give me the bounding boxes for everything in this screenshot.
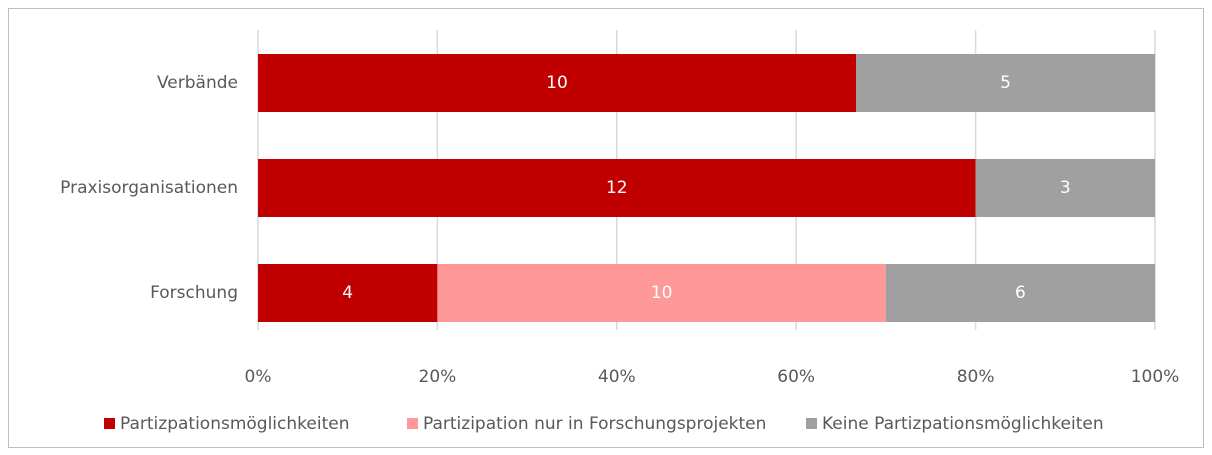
bar — [258, 264, 438, 322]
data-label: 10 — [546, 73, 568, 93]
bar — [258, 159, 976, 217]
bar — [975, 159, 1155, 217]
legend-label: Partizipation nur in Forschungsprojekten — [423, 414, 766, 434]
legend-swatch — [407, 418, 418, 429]
x-tick-label: 80% — [957, 367, 995, 387]
x-tick-label: 60% — [777, 367, 815, 387]
y-tick-label: Forschung — [150, 283, 238, 303]
data-label: 6 — [1015, 283, 1026, 303]
legend-swatch — [806, 418, 817, 429]
bar — [258, 54, 856, 112]
data-label: 4 — [342, 283, 353, 303]
data-label: 12 — [606, 178, 628, 198]
x-tick-label: 20% — [419, 367, 457, 387]
data-label: 10 — [651, 283, 673, 303]
y-tick-label: Verbände — [157, 73, 238, 93]
x-tick-label: 0% — [245, 367, 272, 387]
bar — [885, 264, 1155, 322]
y-tick-label: Praxisorganisationen — [60, 178, 238, 198]
data-label: 5 — [1000, 73, 1011, 93]
legend-label: Keine Partizpationsmöglichkeiten — [822, 414, 1104, 434]
legend-swatch — [104, 418, 115, 429]
bar — [856, 54, 1155, 112]
data-label: 3 — [1060, 178, 1071, 198]
legend-label: Partizpationsmöglichkeiten — [120, 414, 349, 434]
bar — [437, 264, 886, 322]
x-tick-label: 40% — [598, 367, 636, 387]
x-tick-label: 100% — [1131, 367, 1180, 387]
